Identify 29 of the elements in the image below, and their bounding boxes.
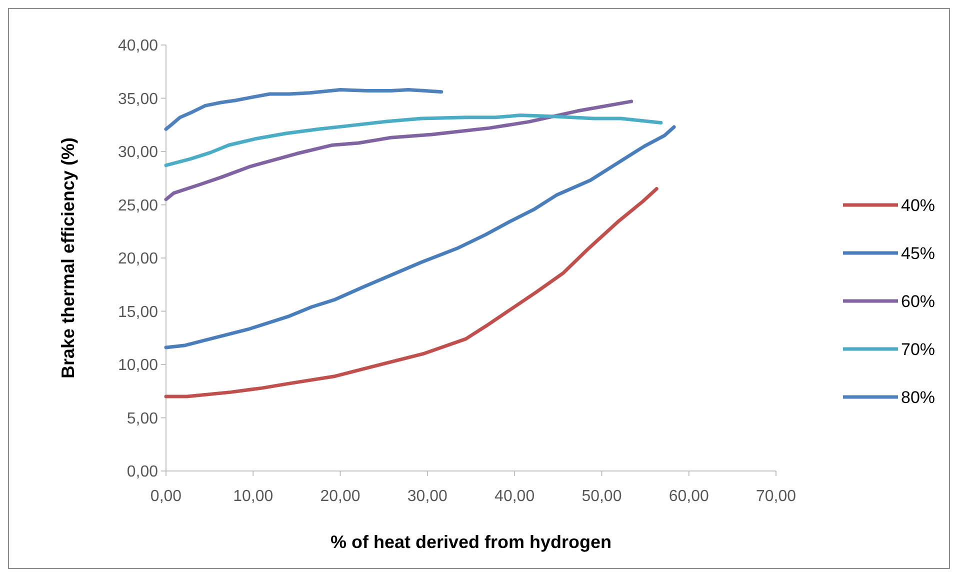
line-series [164,114,663,168]
x-tick-label: 0,00 [150,488,182,505]
legend-label: 45% [901,244,936,263]
y-tick-label: 0,00 [126,464,158,481]
line-series [164,187,658,398]
y-axis-title: Brake thermal efficiency (%) [58,137,78,379]
y-tick-label: 10,00 [118,357,158,374]
y-tick-label: 15,00 [118,304,158,321]
x-tick-label: 40,00 [494,488,535,505]
legend-label: 60% [901,292,936,311]
x-axis-title: % of heat derived from hydrogen [330,532,612,552]
y-tick-label: 30,00 [118,144,158,162]
x-tick-label: 30,00 [407,488,448,505]
y-tick-label: 35,00 [118,90,158,108]
line-series [164,88,444,131]
x-tick-label: 10,00 [233,488,274,505]
line-series [164,125,676,350]
legend-label: 40% [901,196,936,215]
legend-label: 70% [901,340,936,359]
y-tick-label: 25,00 [118,197,158,214]
y-tick-label: 5,00 [126,410,158,428]
x-tick-label: 60,00 [668,488,709,505]
y-tick-label: 40,00 [118,38,158,55]
x-tick-label: 50,00 [582,488,622,505]
x-tick-label: 20,00 [320,488,360,505]
line-series [164,100,634,202]
x-tick-label: 70,00 [756,488,796,505]
y-tick-label: 20,00 [118,250,158,268]
legend-label: 80% [901,388,936,407]
